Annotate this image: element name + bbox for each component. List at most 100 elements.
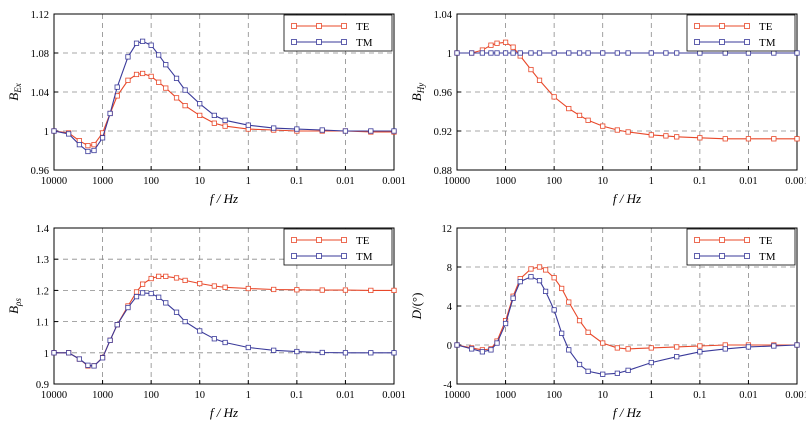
y-tick-label: 1.04 (434, 10, 453, 21)
data-point-te (528, 66, 534, 73)
x-tick-label: 0.1 (290, 176, 303, 187)
data-point-tm (625, 367, 631, 373)
legend-label-tm: TM (759, 37, 776, 49)
data-point-tm (794, 50, 800, 56)
data-point-tm (271, 347, 277, 353)
data-point-tm (469, 346, 475, 352)
data-point-tm (585, 368, 591, 374)
data-point-te (542, 267, 549, 273)
legend-label-te: TE (759, 21, 773, 33)
data-point-te (494, 40, 500, 46)
data-point-tm (91, 147, 97, 154)
data-point-tm (163, 300, 169, 306)
data-point-te (559, 285, 565, 292)
legend-marker-te (341, 237, 347, 243)
data-point-tm (722, 50, 728, 56)
y-tick-label: 0.96 (31, 166, 49, 177)
data-point-te (551, 94, 557, 100)
x-tick-label: 1 (649, 390, 654, 401)
data-point-te (197, 112, 203, 118)
x-tick-label: 0.1 (693, 176, 706, 187)
data-point-te (156, 79, 162, 85)
data-point-te (271, 286, 277, 293)
data-point-tm (85, 362, 91, 368)
data-point-te (319, 287, 325, 293)
data-point-te (663, 133, 669, 139)
data-point-tm (368, 350, 374, 356)
x-tick-label: 1000 (92, 176, 113, 187)
data-point-tm (502, 50, 509, 56)
data-point-tm (107, 110, 113, 117)
data-point-te (368, 287, 374, 294)
y-tick-label: 1.12 (31, 10, 49, 21)
data-point-te (197, 280, 203, 287)
x-tick-label: 10000 (41, 176, 67, 187)
data-point-te (488, 42, 494, 48)
data-point-tm (745, 50, 752, 56)
data-point-tm (391, 350, 397, 356)
data-point-tm (479, 349, 485, 355)
y-tick-label: 1 (44, 349, 49, 360)
data-point-tm (148, 42, 154, 48)
chart-panel-3: 10000 1000 100 10 1 0.1 0.01 0.001 0.9 1 1.1 1.2 1.3… (6, 224, 406, 420)
data-point-tm (771, 50, 777, 56)
legend-marker-tm (291, 39, 297, 45)
data-point-te (211, 283, 217, 289)
data-point-tm (502, 320, 509, 327)
y-tick-label: 4 (447, 302, 453, 313)
x-tick-label: 10000 (444, 176, 470, 187)
x-tick-label: 10 (597, 390, 608, 401)
x-tick-label: 0.001 (382, 390, 406, 401)
data-point-te (674, 344, 680, 350)
x-tick-label: 10 (194, 176, 205, 187)
data-point-te (502, 39, 509, 45)
data-point-tm (107, 337, 113, 343)
data-point-tm (722, 346, 728, 352)
x-tick-label: 1000 (495, 176, 516, 187)
legend-marker-te (719, 237, 725, 243)
data-point-tm (51, 128, 57, 134)
x-axis-label: f / Hz (210, 191, 238, 206)
y-tick-label: 1.2 (36, 286, 49, 297)
data-point-tm (133, 294, 140, 300)
y-tick-label: 1 (44, 127, 49, 138)
data-point-tm (125, 54, 131, 60)
data-point-tm (600, 50, 606, 56)
data-point-tm (614, 370, 620, 376)
x-tick-label: 100 (143, 390, 159, 401)
data-point-tm (494, 50, 500, 56)
x-tick-label: 10 (597, 176, 608, 187)
data-point-tm (163, 62, 169, 68)
data-point-tm (674, 354, 680, 360)
data-point-te (125, 77, 131, 83)
legend-marker-tm (316, 39, 322, 45)
legend-marker-te (744, 237, 750, 243)
data-point-tm (125, 304, 131, 311)
data-point-tm (173, 75, 180, 81)
data-point-tm (114, 84, 120, 90)
x-tick-label: 1 (649, 176, 654, 187)
x-tick-label: 0.001 (382, 176, 406, 187)
legend-label-tm: TM (356, 37, 373, 49)
legend-marker-te (694, 23, 700, 29)
data-point-te (85, 143, 91, 149)
y-axis-label-subscript: Hy (416, 83, 426, 95)
y-tick-label: 1.1 (36, 318, 49, 329)
data-point-tm (494, 340, 500, 346)
y-tick-label: 0.9 (36, 380, 49, 391)
legend-marker-tm (341, 39, 347, 45)
y-tick-label: 0.96 (434, 88, 452, 99)
y-tick-label: 0 (447, 341, 452, 352)
data-point-tm (614, 50, 620, 56)
chart-panel-2: 10000 1000 100 10 1 0.1 0.01 0.001 0.88 0.92 0.96 1… (409, 10, 806, 206)
data-point-te (551, 275, 557, 281)
data-point-tm (342, 350, 349, 356)
data-point-te (342, 287, 349, 293)
data-point-te (576, 112, 583, 118)
data-point-te (182, 277, 188, 284)
data-point-te (222, 123, 228, 129)
data-point-tm (528, 50, 534, 56)
data-point-tm (517, 279, 523, 285)
x-tick-label: 0.001 (785, 390, 806, 401)
